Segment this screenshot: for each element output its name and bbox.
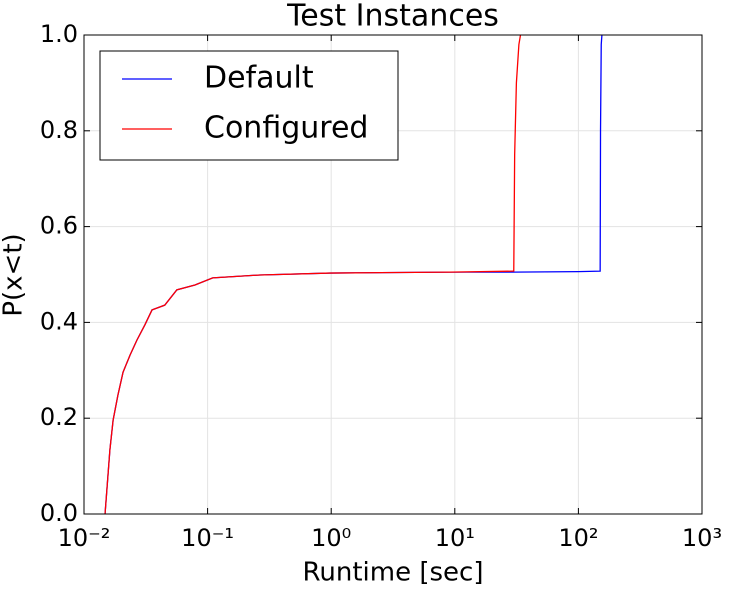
y-tick-label: 0.6 [40,212,78,240]
legend-label: Configured [204,111,368,146]
y-axis-label: P(x<t) [0,233,29,316]
y-tick-label: 0.2 [40,403,78,431]
series-line [104,34,522,515]
y-tick-label: 0.4 [40,307,78,335]
y-tick-label: 0.0 [40,499,78,527]
legend-box [99,50,399,161]
plot-frame [83,34,703,515]
x-axis-label: Runtime [sec] [303,558,484,588]
x-tick-label: 10³ [682,524,722,552]
y-tick-label: 0.8 [40,116,78,144]
x-tick-label: 10⁻¹ [181,524,234,552]
x-tick-label: 10⁰ [311,524,351,552]
x-tick-label: 10¹ [435,524,475,552]
y-tick-label: 1.0 [40,20,78,48]
chart-title: Test Instances [286,0,499,34]
x-tick-label: 10² [558,524,598,552]
legend-label: Default [204,61,314,96]
x-tick-label: 10⁻² [58,524,111,552]
